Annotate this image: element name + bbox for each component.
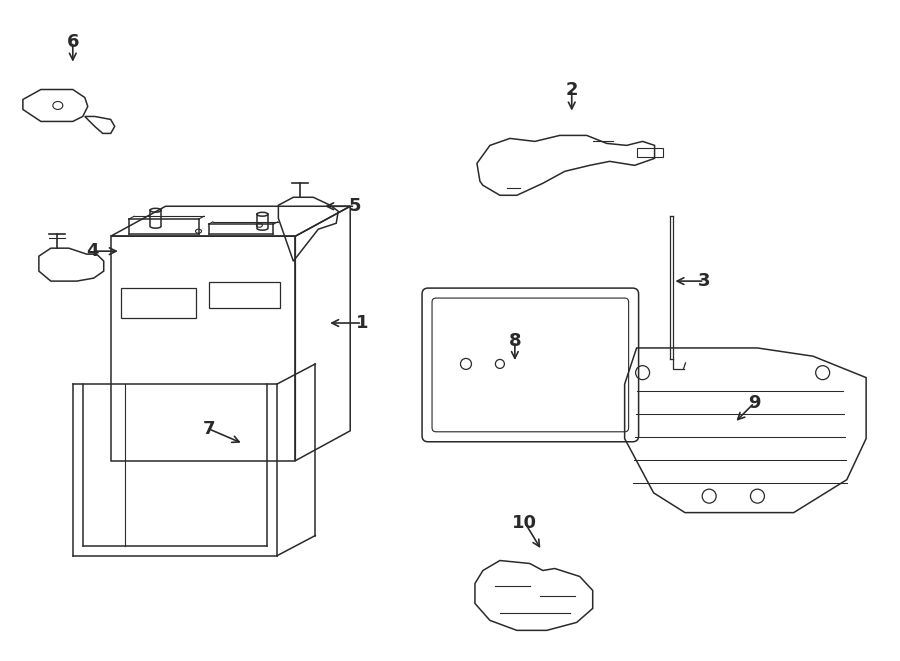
Text: 4: 4 (86, 242, 99, 260)
Text: 1: 1 (356, 314, 368, 332)
Text: 5: 5 (349, 197, 362, 215)
Text: 2: 2 (565, 81, 578, 98)
Text: 9: 9 (748, 394, 760, 412)
Bar (121, 288, 195, 318)
Text: 3: 3 (698, 272, 711, 290)
Bar (209, 282, 281, 308)
Text: 10: 10 (512, 514, 537, 531)
Text: 6: 6 (67, 32, 79, 51)
Text: 7: 7 (202, 420, 215, 438)
Text: 8: 8 (508, 332, 521, 350)
